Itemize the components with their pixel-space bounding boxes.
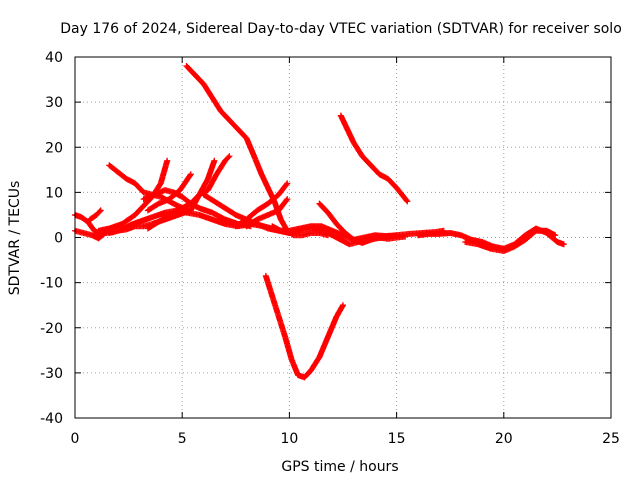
x-axis-label: GPS time / hours [281,459,398,475]
series-arc-o [316,200,409,246]
series-arc-q [262,272,346,381]
y-tick-label: 10 [45,185,63,201]
data-markers [87,207,104,223]
y-tick-label: 20 [45,140,63,156]
x-tick-label: 15 [388,431,406,447]
data-markers [232,180,291,230]
y-tick-label: -10 [40,276,63,292]
x-tick-label: 5 [178,431,187,447]
x-tick-label: 25 [602,431,620,447]
y-axis-label: SDTVAR / TECUs [7,181,23,296]
data-markers [316,200,409,246]
data-markers [243,196,291,230]
series-arc-l [232,180,291,230]
series-arc-c [87,207,104,223]
y-tick-label: -40 [40,411,63,427]
x-tick-label: 10 [280,431,298,447]
data-markers [462,227,559,255]
chart-title: Day 176 of 2024, Sidereal Day-to-day VTE… [60,21,622,37]
series-arc-p [337,112,411,205]
series-arc-i [144,153,233,232]
x-tick-label: 20 [495,431,513,447]
data-markers [144,171,194,214]
y-tick-label: 40 [45,50,63,66]
axis-ticks: 0 5 10 15 20 25 -40 -30 -20 -10 0 10 20 30 40 [40,50,620,447]
series-arc-m [243,196,291,230]
y-tick-label: 0 [54,231,63,247]
y-tick-label: 30 [45,95,63,111]
x-tick-label: 0 [71,431,80,447]
data-markers [337,112,411,205]
y-tick-label: -30 [40,366,63,382]
series-arc-g [144,171,194,214]
y-tick-label: -20 [40,321,63,337]
series-arc-s [462,227,559,255]
data-markers [262,272,346,381]
data-markers [144,153,233,232]
